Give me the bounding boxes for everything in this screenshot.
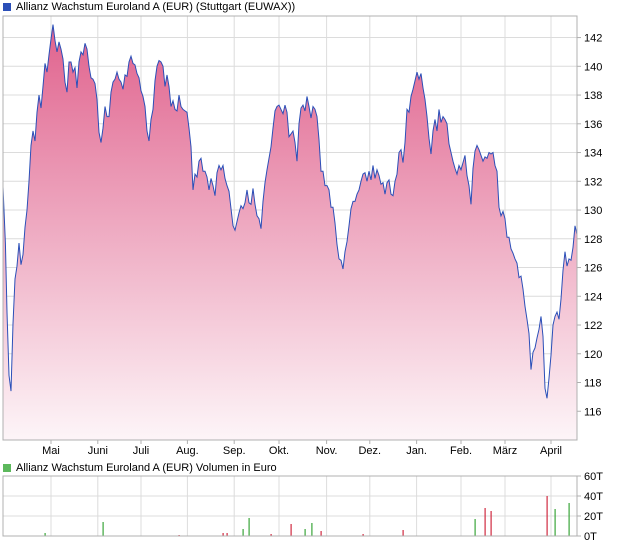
volume-bar: [546, 496, 548, 536]
price-y-tick-label: 118: [584, 378, 602, 390]
price-area: [3, 24, 577, 440]
volume-y-tick-label: 60T: [584, 471, 603, 483]
volume-bar: [44, 533, 46, 536]
volume-y-tick-label: 0T: [584, 531, 597, 543]
volume-bar: [402, 530, 404, 536]
volume-bar: [290, 524, 292, 536]
price-legend-label: Allianz Wachstum Euroland A (EUR) (Stutt…: [16, 1, 296, 13]
volume-bar: [362, 534, 364, 536]
price-y-tick-label: 134: [584, 148, 602, 160]
price-y-tick-label: 130: [584, 205, 602, 217]
volume-bar: [311, 523, 313, 536]
volume-bar: [320, 531, 322, 536]
price-x-tick-label: Nov.: [316, 445, 338, 457]
price-legend-swatch: [3, 3, 11, 11]
volume-legend-label: Allianz Wachstum Euroland A (EUR) Volume…: [16, 462, 277, 474]
price-x-tick-label: Sep.: [223, 445, 246, 457]
volume-bar: [568, 503, 570, 536]
volume-bar: [474, 519, 476, 536]
price-y-tick-label: 122: [584, 320, 602, 332]
price-plot-frame: [2, 15, 578, 441]
price-y-tick-label: 138: [584, 90, 602, 102]
price-y-tick-label: 136: [584, 119, 602, 131]
volume-bar: [490, 511, 492, 536]
price-line: [2, 24, 578, 399]
price-x-tick-label: Feb.: [450, 445, 472, 457]
price-y-tick-label: 116: [584, 406, 602, 418]
price-x-tick-label: Dez.: [358, 445, 381, 457]
price-x-tick-label: Aug.: [176, 445, 199, 457]
price-y-tick-label: 120: [584, 349, 602, 361]
price-y-tick-label: 142: [584, 33, 602, 45]
volume-bar: [270, 534, 272, 536]
price-x-tick-label: Jan.: [406, 445, 427, 457]
volume-bar: [226, 533, 228, 536]
volume-bar: [178, 535, 180, 536]
price-x-tick-label: März: [493, 445, 517, 457]
price-x-tick-label: Mai: [42, 445, 60, 457]
volume-bar: [304, 529, 306, 536]
price-x-tick-label: April: [540, 445, 562, 457]
price-legend: Allianz Wachstum Euroland A (EUR) (Stutt…: [3, 0, 295, 14]
volume-y-axis: 0T 20T 40T 60T: [577, 471, 603, 543]
price-x-axis: Mai Juni Juli Aug. Sep. Okt. Nov. Dez. Jan. Feb. M…: [42, 440, 562, 457]
price-x-tick-label: Juni: [88, 445, 108, 457]
volume-y-tick-label: 40T: [584, 491, 603, 503]
price-y-axis: 116 118 120 122 124 126 128 130 132 134 136 138 140 1…: [577, 33, 602, 418]
volume-bar: [102, 522, 104, 536]
volume-bar: [242, 529, 244, 536]
volume-plot-frame: [2, 475, 578, 537]
volume-bar: [222, 533, 224, 536]
volume-bar: [248, 518, 250, 536]
volume-bar: [484, 508, 486, 536]
price-y-tick-label: 140: [584, 61, 602, 73]
price-x-tick-label: Juli: [133, 445, 150, 457]
price-chart: 116 118 120 122 124 126 128 130 132 134 136 138 140 1…: [2, 15, 602, 457]
volume-legend: Allianz Wachstum Euroland A (EUR) Volume…: [3, 461, 277, 475]
price-y-tick-label: 126: [584, 263, 602, 275]
price-y-tick-label: 124: [584, 291, 602, 303]
volume-bar: [554, 509, 556, 536]
volume-y-tick-label: 20T: [584, 511, 603, 523]
volume-bars: [44, 496, 570, 536]
price-x-tick-label: Okt.: [269, 445, 289, 457]
volume-grid: [3, 475, 577, 537]
volume-legend-swatch: [3, 464, 11, 472]
price-y-tick-label: 128: [584, 234, 602, 246]
price-y-tick-label: 132: [584, 176, 602, 188]
